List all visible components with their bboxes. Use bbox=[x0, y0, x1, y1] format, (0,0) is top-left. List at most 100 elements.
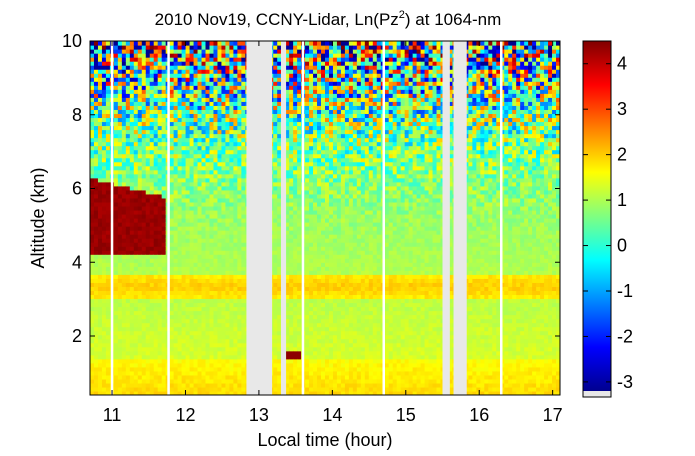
heatmap-cell bbox=[101, 226, 107, 231]
heatmap-cell bbox=[297, 354, 302, 360]
heatmap-cell bbox=[161, 306, 167, 312]
heatmap-cell bbox=[117, 129, 123, 135]
heatmap-cell bbox=[105, 65, 111, 70]
heatmap-cell bbox=[169, 270, 175, 275]
heatmap-cell bbox=[113, 149, 119, 155]
heatmap-cell bbox=[189, 101, 195, 106]
heatmap-cell bbox=[157, 366, 163, 372]
heatmap-cell bbox=[213, 85, 219, 90]
heatmap-cell bbox=[93, 53, 99, 58]
heatmap-cell bbox=[205, 238, 211, 243]
heatmap-cell bbox=[221, 49, 227, 54]
heatmap-cell bbox=[305, 310, 310, 316]
heatmap-cell bbox=[289, 93, 294, 98]
heatmap-cell bbox=[97, 121, 103, 127]
heatmap-cell bbox=[177, 350, 183, 356]
heatmap-cell bbox=[181, 201, 187, 207]
heatmap-cell bbox=[113, 189, 119, 195]
heatmap-cell bbox=[97, 246, 103, 251]
heatmap-cell bbox=[213, 246, 219, 251]
heatmap-cell bbox=[309, 201, 314, 207]
heatmap-cell bbox=[133, 177, 139, 183]
heatmap-cell bbox=[141, 298, 147, 304]
heatmap-cell bbox=[137, 374, 143, 380]
heatmap-cell bbox=[129, 177, 135, 183]
heatmap-cell bbox=[177, 205, 183, 211]
heatmap-cell bbox=[277, 262, 282, 267]
heatmap-cell bbox=[229, 350, 234, 356]
heatmap-cell bbox=[309, 173, 314, 179]
heatmap-cell bbox=[153, 141, 159, 147]
heatmap-cell bbox=[229, 61, 234, 66]
heatmap-cell bbox=[161, 338, 167, 344]
heatmap-cell bbox=[169, 153, 175, 159]
heatmap-cell bbox=[237, 378, 242, 384]
heatmap-cell bbox=[97, 85, 103, 90]
heatmap-cell bbox=[233, 141, 238, 147]
heatmap-cell bbox=[213, 342, 219, 348]
heatmap-cell bbox=[313, 390, 318, 395]
heatmap-cell bbox=[313, 334, 318, 340]
heatmap-cell bbox=[145, 250, 151, 255]
heatmap-cell bbox=[201, 189, 207, 195]
heatmap-cell bbox=[145, 205, 151, 211]
heatmap-cell bbox=[237, 242, 242, 247]
heatmap-cell bbox=[90, 254, 95, 259]
heatmap-cell bbox=[193, 85, 199, 90]
heatmap-cell bbox=[273, 338, 278, 344]
heatmap-cell bbox=[237, 41, 242, 46]
heatmap-cell bbox=[133, 314, 139, 320]
heatmap-cell bbox=[137, 153, 143, 159]
heatmap-cell bbox=[197, 197, 203, 203]
heatmap-cell bbox=[141, 250, 147, 255]
heatmap-cell bbox=[189, 246, 195, 251]
heatmap-cell bbox=[137, 310, 143, 316]
heatmap-cell bbox=[197, 322, 203, 328]
heatmap-cell bbox=[153, 157, 159, 163]
heatmap-cell bbox=[117, 306, 123, 312]
heatmap-cell bbox=[197, 129, 203, 135]
heatmap-cell bbox=[101, 53, 107, 58]
heatmap-cell bbox=[161, 77, 167, 82]
heatmap-cell bbox=[285, 53, 290, 58]
heatmap-cell bbox=[145, 366, 151, 372]
heatmap-cell bbox=[121, 177, 127, 183]
heatmap-cell bbox=[221, 57, 227, 62]
heatmap-cell bbox=[133, 270, 139, 275]
heatmap-cell bbox=[137, 125, 143, 131]
heatmap-cell bbox=[181, 77, 187, 82]
heatmap-cell bbox=[189, 386, 195, 392]
heatmap-cell bbox=[153, 246, 159, 251]
heatmap-cell bbox=[145, 97, 151, 102]
heatmap-cell bbox=[173, 338, 179, 344]
heatmap-cell bbox=[197, 209, 203, 215]
heatmap-cell bbox=[137, 350, 143, 356]
heatmap-cell bbox=[201, 262, 207, 267]
heatmap-cell bbox=[157, 310, 163, 316]
heatmap-cell bbox=[193, 246, 199, 251]
heatmap-cell bbox=[193, 109, 199, 115]
heatmap-cell bbox=[229, 169, 234, 175]
heatmap-cell bbox=[273, 322, 278, 328]
heatmap-cell bbox=[205, 153, 211, 159]
heatmap-cell bbox=[137, 330, 143, 336]
heatmap-cell bbox=[149, 262, 155, 267]
heatmap-cell bbox=[153, 177, 159, 183]
heatmap-cell bbox=[125, 370, 131, 376]
heatmap-cell bbox=[225, 209, 230, 215]
heatmap-cell bbox=[105, 173, 111, 179]
heatmap-cell bbox=[193, 57, 199, 62]
heatmap-cell bbox=[93, 382, 99, 388]
heatmap-cell bbox=[173, 314, 179, 320]
heatmap-cell bbox=[157, 165, 163, 171]
heatmap-cell bbox=[289, 65, 294, 70]
heatmap-cell bbox=[213, 390, 219, 395]
heatmap-cell bbox=[293, 141, 298, 147]
heatmap-cell bbox=[229, 326, 234, 332]
heatmap-cell bbox=[189, 97, 195, 102]
heatmap-cell bbox=[277, 390, 282, 395]
heatmap-cell bbox=[117, 266, 123, 271]
heatmap-cell bbox=[209, 41, 215, 46]
heatmap-cell bbox=[285, 266, 290, 271]
heatmap-cell bbox=[221, 290, 227, 296]
